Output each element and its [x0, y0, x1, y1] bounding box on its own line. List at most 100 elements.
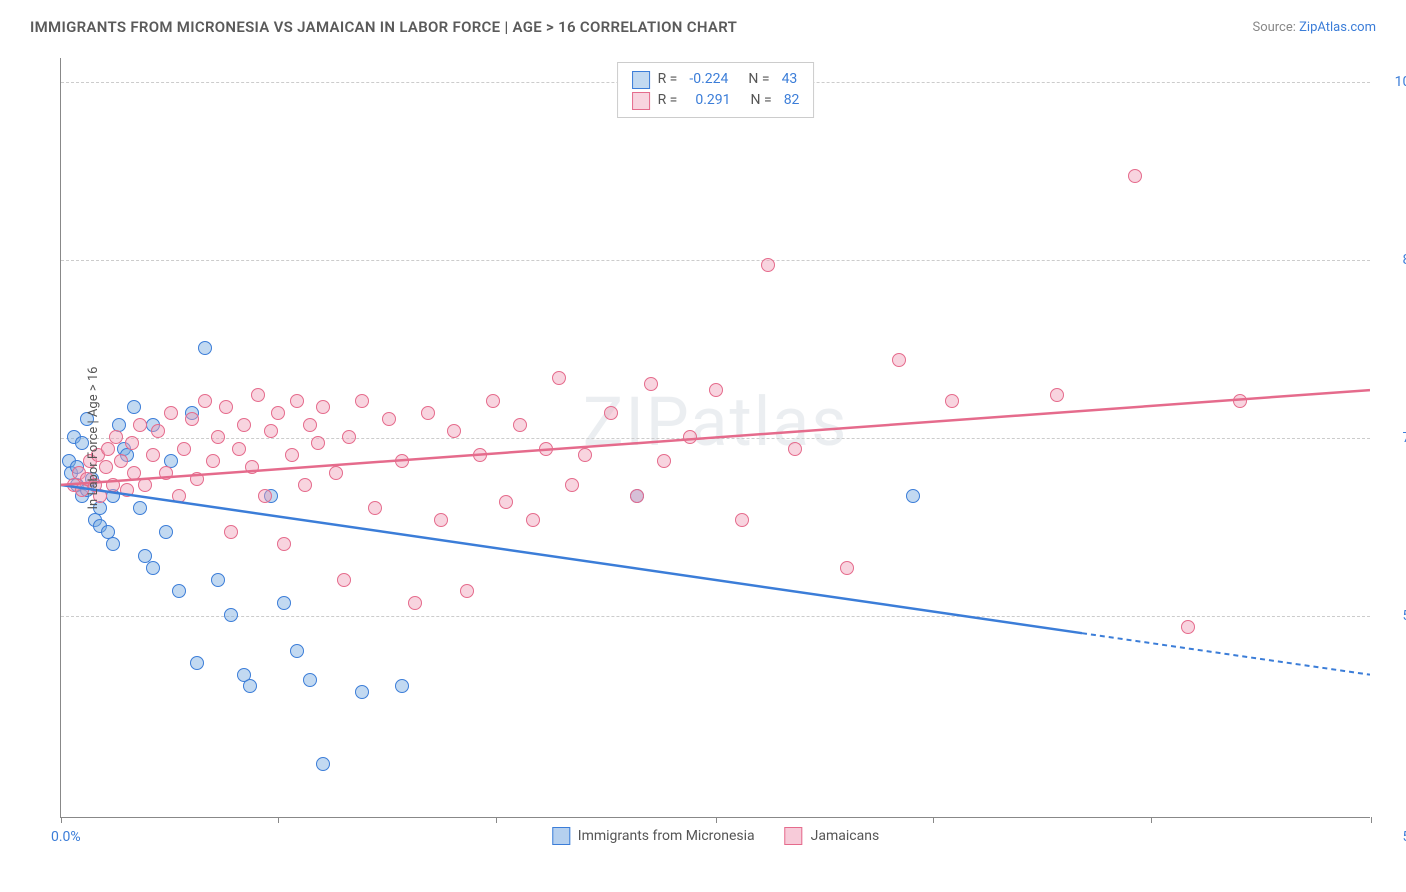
y-tick-label: 85.0% [1380, 252, 1406, 268]
scatter-point [355, 685, 369, 699]
scatter-point [683, 430, 697, 444]
legend-swatch-bottom-1 [785, 827, 803, 845]
scatter-point [185, 412, 199, 426]
scatter-point [198, 394, 212, 408]
legend-swatch-0 [632, 71, 650, 89]
scatter-point [604, 406, 618, 420]
scatter-point [237, 418, 251, 432]
scatter-point [232, 442, 246, 456]
scatter-point [578, 448, 592, 462]
scatter-point [159, 525, 173, 539]
scatter-point [271, 406, 285, 420]
scatter-point [172, 489, 186, 503]
scatter-point [127, 466, 141, 480]
scatter-point [460, 584, 474, 598]
scatter-point [106, 478, 120, 492]
scatter-point [164, 406, 178, 420]
source-link[interactable]: ZipAtlas.com [1299, 20, 1376, 35]
scatter-point [552, 371, 566, 385]
scatter-point [434, 513, 448, 527]
scatter-point [109, 430, 123, 444]
scatter-point [206, 454, 220, 468]
scatter-point [526, 513, 540, 527]
scatter-point [945, 394, 959, 408]
scatter-point [264, 424, 278, 438]
scatter-point [224, 608, 238, 622]
gridline [61, 616, 1370, 617]
scatter-point [316, 400, 330, 414]
scatter-point [133, 501, 147, 515]
scatter-point [513, 418, 527, 432]
scatter-point [342, 430, 356, 444]
legend-row-series-0: R =-0.224 N =43 [632, 69, 800, 90]
scatter-point [125, 436, 139, 450]
x-axis-max-label: 50.0% [1380, 829, 1406, 845]
scatter-point [395, 454, 409, 468]
scatter-point [151, 424, 165, 438]
x-tick [278, 817, 279, 823]
scatter-point [395, 679, 409, 693]
scatter-point [735, 513, 749, 527]
x-tick [496, 817, 497, 823]
scatter-point [316, 757, 330, 771]
chart-source: Source: ZipAtlas.com [1252, 20, 1376, 35]
scatter-point [840, 561, 854, 575]
scatter-point [243, 679, 257, 693]
scatter-point [224, 525, 238, 539]
scatter-point [303, 418, 317, 432]
legend-swatch-bottom-0 [552, 827, 570, 845]
series-legend: Immigrants from Micronesia Jamaicans [552, 827, 879, 845]
chart-title: IMMIGRANTS FROM MICRONESIA VS JAMAICAN I… [30, 18, 737, 36]
scatter-point [211, 573, 225, 587]
x-tick [61, 817, 62, 823]
scatter-point [245, 460, 259, 474]
scatter-point [285, 448, 299, 462]
scatter-point [101, 442, 115, 456]
y-tick-label: 55.0% [1380, 608, 1406, 624]
scatter-point [761, 258, 775, 272]
scatter-point [1233, 394, 1247, 408]
y-axis-title: In Labor Force | Age > 16 [86, 367, 101, 510]
scatter-point [290, 394, 304, 408]
scatter-point [337, 573, 351, 587]
scatter-point [473, 448, 487, 462]
scatter-point [644, 377, 658, 391]
x-tick [1371, 817, 1372, 823]
scatter-point [146, 561, 160, 575]
scatter-point [408, 596, 422, 610]
legend-swatch-1 [632, 92, 650, 110]
scatter-point [447, 424, 461, 438]
scatter-point [277, 596, 291, 610]
scatter-point [133, 418, 147, 432]
scatter-point [565, 478, 579, 492]
scatter-point [1128, 169, 1142, 183]
chart-area: ZIPatlas 55.0%70.0%85.0%100.0% R =-0.224… [60, 58, 1370, 818]
scatter-point [355, 394, 369, 408]
scatter-point [486, 394, 500, 408]
scatter-point [177, 442, 191, 456]
y-tick-label: 100.0% [1380, 74, 1406, 90]
scatter-point [368, 501, 382, 515]
scatter-point [382, 412, 396, 426]
scatter-point [630, 489, 644, 503]
scatter-point [657, 454, 671, 468]
scatter-point [219, 400, 233, 414]
scatter-point [892, 353, 906, 367]
gridline [61, 438, 1370, 439]
scatter-point [1181, 620, 1195, 634]
gridline [61, 260, 1370, 261]
x-tick [716, 817, 717, 823]
scatter-point [211, 430, 225, 444]
legend-row-series-1: R =0.291 N =82 [632, 90, 800, 111]
plot-box: ZIPatlas 55.0%70.0%85.0%100.0% R =-0.224… [60, 58, 1370, 818]
scatter-point [198, 341, 212, 355]
scatter-point [172, 584, 186, 598]
chart-header: IMMIGRANTS FROM MICRONESIA VS JAMAICAN I… [0, 0, 1406, 48]
scatter-point [277, 537, 291, 551]
scatter-point [120, 483, 134, 497]
scatter-point [421, 406, 435, 420]
legend-item-0: Immigrants from Micronesia [552, 827, 755, 845]
scatter-point [251, 388, 265, 402]
scatter-point [499, 495, 513, 509]
scatter-point [127, 400, 141, 414]
